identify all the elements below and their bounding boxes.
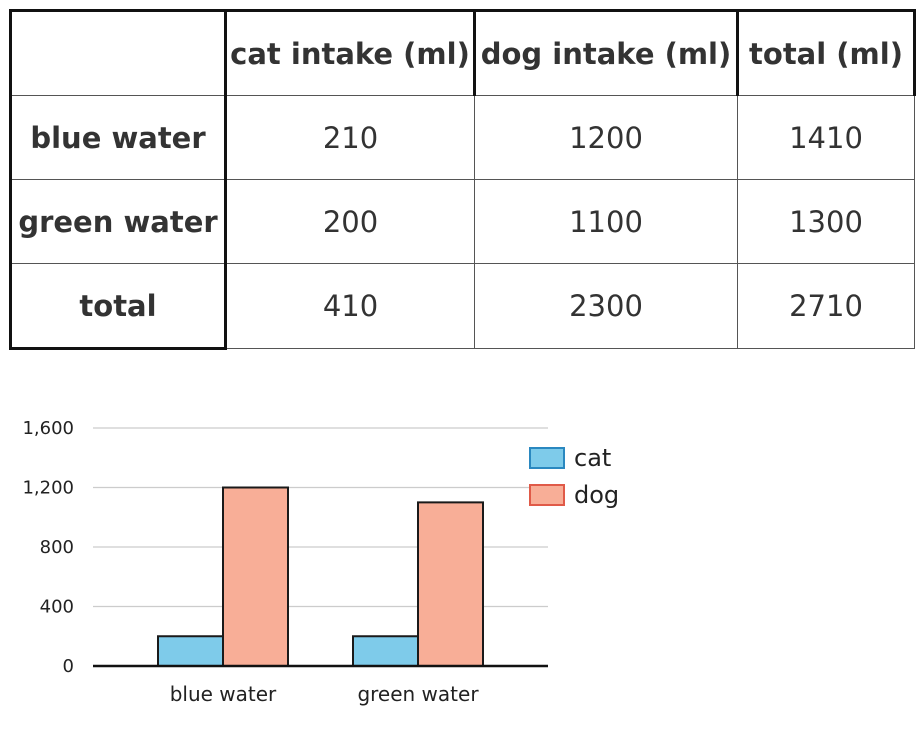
bars — [157, 486, 484, 667]
header-total: total (ml) — [737, 9, 916, 96]
cell-total: 1300 — [737, 179, 915, 264]
x-category-label: green water — [357, 682, 479, 706]
cell-cat: 410 — [225, 263, 475, 349]
legend-swatch-cat — [529, 447, 565, 469]
table-row: blue water 210 1200 1410 — [9, 95, 915, 180]
bar-cat — [352, 635, 419, 667]
table-header-row: cat intake (ml) dog intake (ml) total (m… — [9, 9, 916, 96]
y-tick-label: 1,600 — [22, 418, 74, 439]
bar-dog — [417, 501, 484, 667]
cell-cat: 200 — [225, 179, 475, 264]
cell-dog: 2300 — [474, 263, 738, 349]
cell-total: 2710 — [737, 263, 915, 349]
y-tick-label: 400 — [40, 597, 74, 618]
table-row: green water 200 1100 1300 — [9, 179, 915, 264]
axes: 0 400 800 1,200 1,600 blue water green water — [22, 418, 548, 706]
legend: cat dog — [529, 444, 619, 509]
row-label: green water — [9, 179, 227, 264]
intake-table: cat intake (ml) dog intake (ml) total (m… — [9, 9, 916, 350]
row-label: total — [9, 263, 227, 350]
cell-total: 1410 — [737, 95, 915, 180]
legend-swatch-dog — [529, 484, 565, 506]
legend-label-cat: cat — [574, 444, 611, 472]
bar-cat — [157, 635, 224, 667]
cell-dog: 1100 — [474, 179, 738, 264]
cell-dog: 1200 — [474, 95, 738, 180]
y-tick-label: 0 — [63, 656, 74, 677]
x-category-label: blue water — [170, 682, 277, 706]
table-corner-cell — [9, 9, 227, 96]
table-row: total 410 2300 2710 — [9, 263, 915, 350]
bar-chart: 0 400 800 1,200 1,600 blue water green water c… — [22, 418, 619, 706]
y-tick-label: 800 — [40, 537, 74, 558]
y-tick-label: 1,200 — [22, 478, 74, 499]
header-dog-intake: dog intake (ml) — [474, 9, 739, 96]
header-cat-intake: cat intake (ml) — [225, 9, 476, 96]
row-label: blue water — [9, 95, 227, 180]
bar-dog — [222, 486, 289, 667]
cell-cat: 210 — [225, 95, 475, 180]
legend-label-dog: dog — [574, 481, 619, 509]
